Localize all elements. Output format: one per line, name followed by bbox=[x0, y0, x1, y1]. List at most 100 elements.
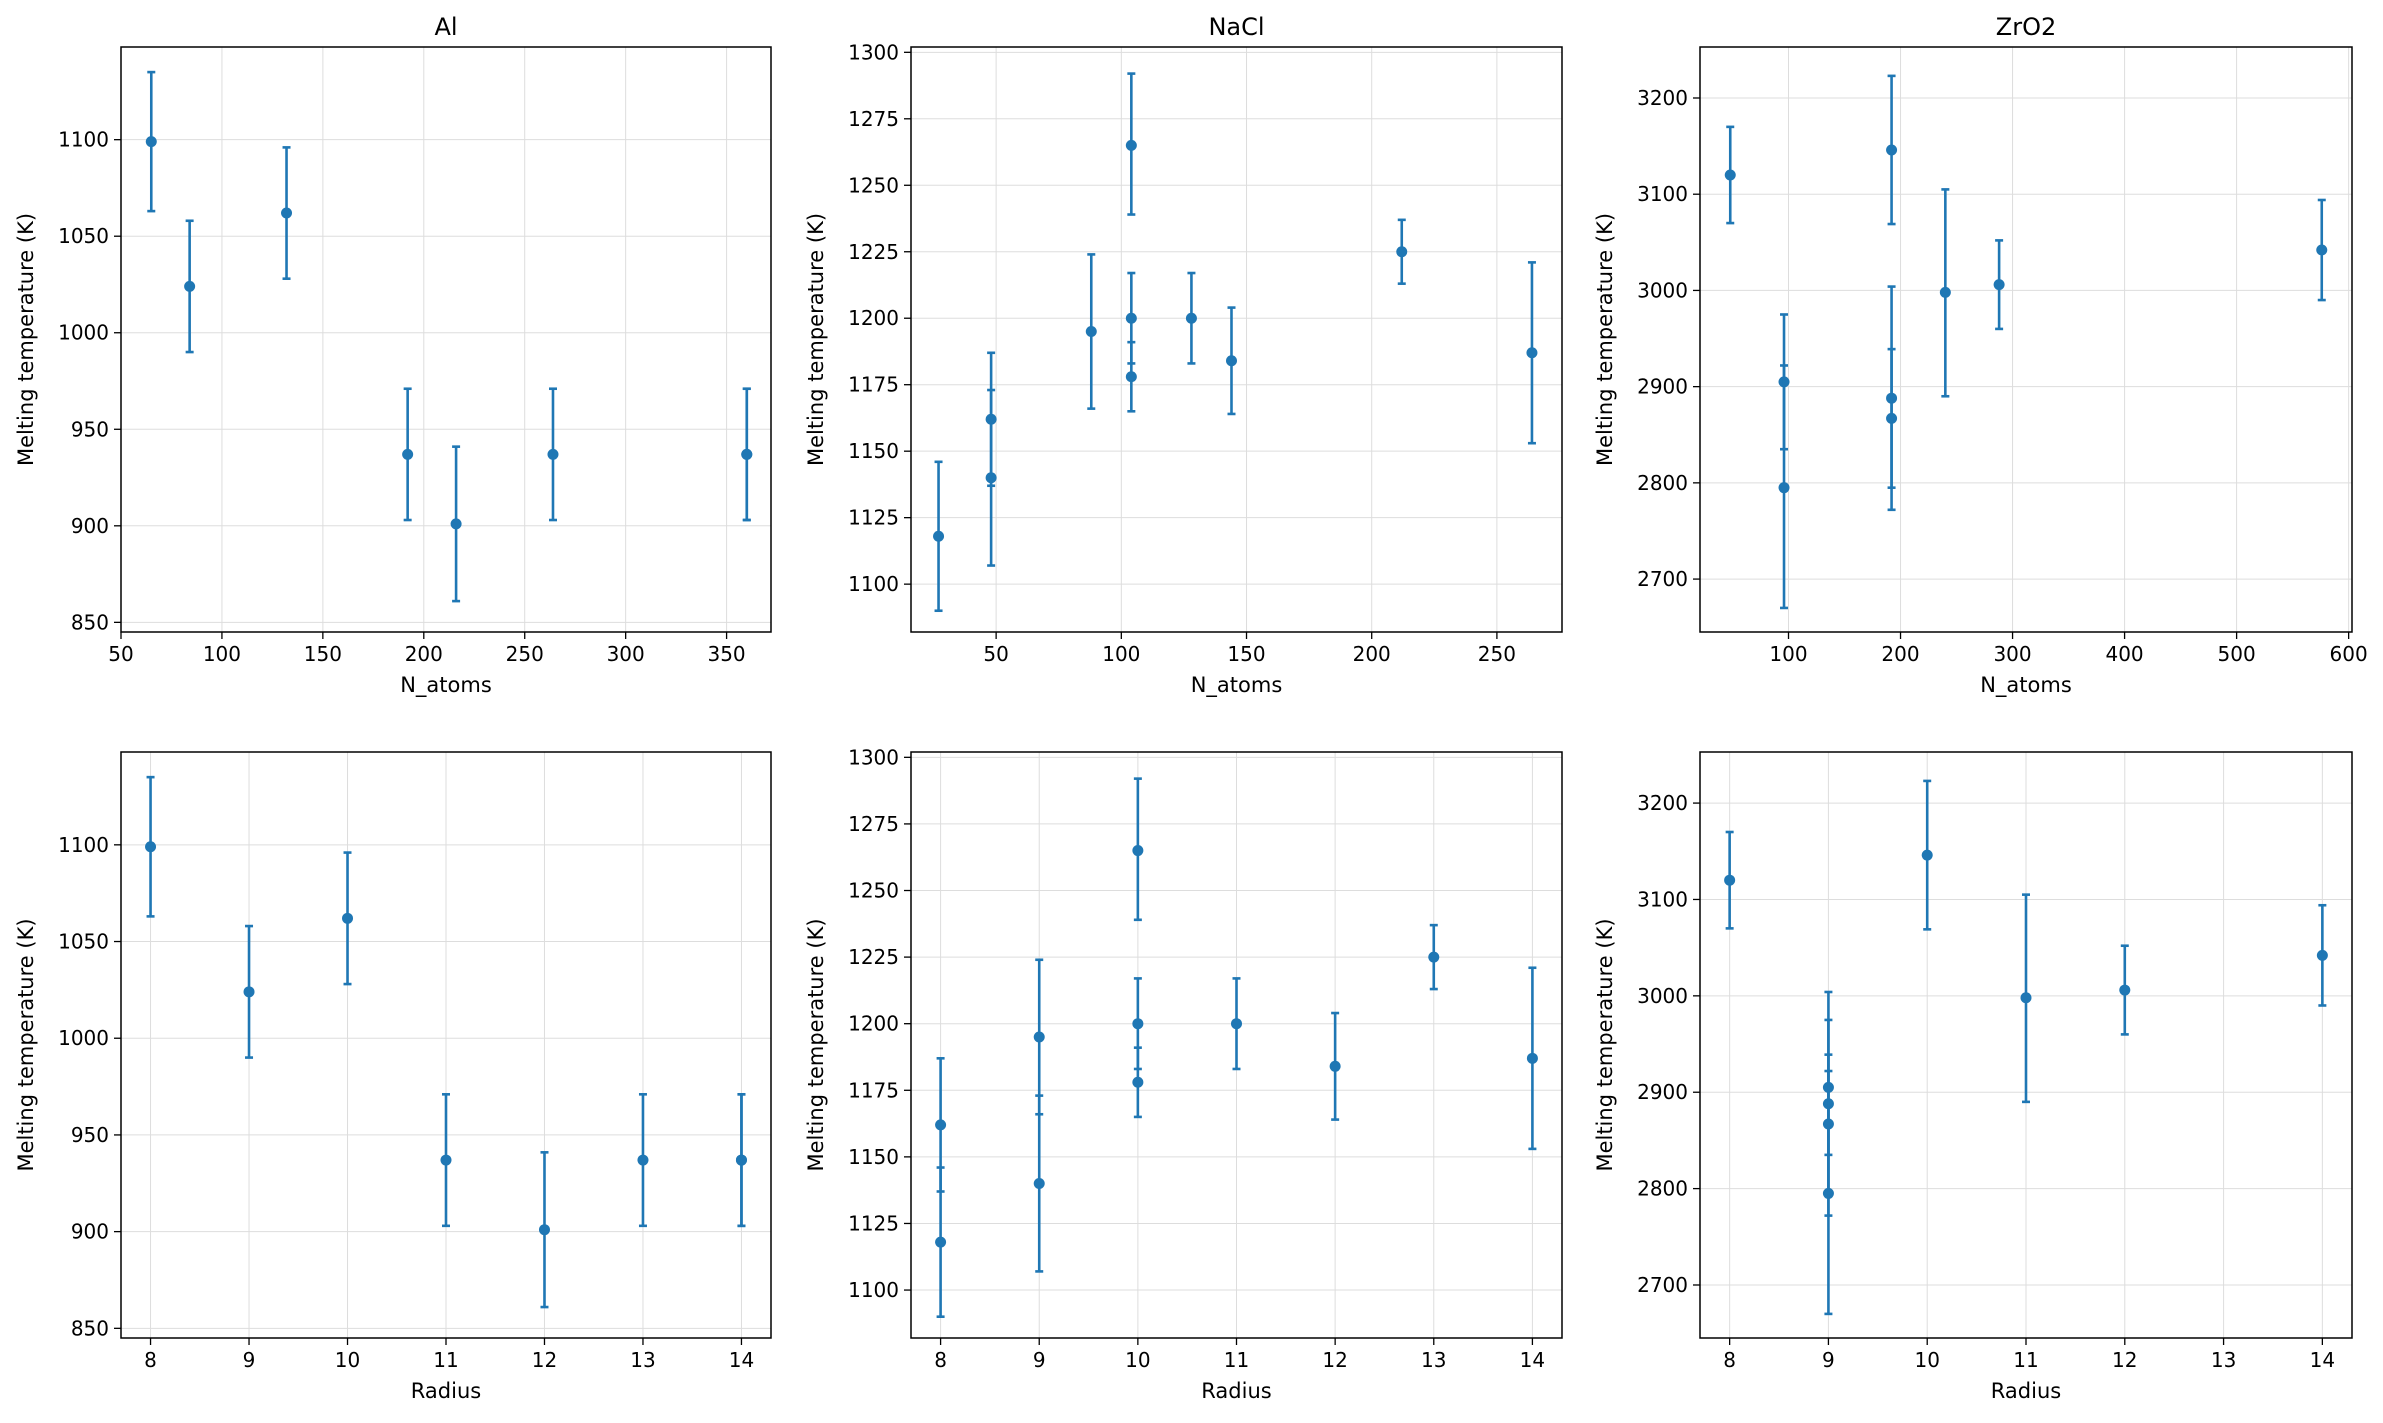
y-tick-label: 3000 bbox=[1637, 278, 1688, 302]
y-tick-label: 1225 bbox=[848, 945, 899, 969]
point-marker bbox=[450, 518, 462, 530]
chart-title: NaCl bbox=[1208, 13, 1264, 41]
data-point bbox=[1886, 347, 1898, 489]
y-tick-label: 1200 bbox=[848, 306, 899, 330]
y-tick-label: 1150 bbox=[848, 1145, 899, 1169]
data-point bbox=[1225, 306, 1237, 416]
point-marker bbox=[1724, 169, 1736, 181]
data-point bbox=[1428, 923, 1440, 991]
data-point bbox=[1724, 125, 1736, 225]
y-axis-label: Melting temperature (K) bbox=[14, 213, 38, 466]
point-marker bbox=[402, 448, 414, 460]
x-tick-label: 400 bbox=[2105, 642, 2143, 666]
point-marker bbox=[1428, 951, 1440, 963]
data-point bbox=[1778, 364, 1790, 610]
y-tick-label: 1175 bbox=[848, 373, 899, 397]
data-point bbox=[1886, 74, 1898, 226]
y-axis-label: Melting temperature (K) bbox=[1593, 918, 1617, 1171]
data-point bbox=[741, 387, 753, 522]
y-tick-label: 2900 bbox=[1637, 375, 1688, 399]
axes-frame bbox=[1699, 751, 2353, 1339]
data-point bbox=[281, 146, 293, 280]
y-axis-label: Melting temperature (K) bbox=[804, 213, 828, 466]
point-marker bbox=[547, 448, 559, 460]
point-marker bbox=[637, 1154, 649, 1166]
y-tick-label: 1300 bbox=[848, 745, 899, 769]
point-marker bbox=[1033, 1178, 1045, 1190]
axes-frame bbox=[120, 46, 772, 633]
data-point bbox=[243, 924, 255, 1059]
data-point bbox=[440, 1093, 452, 1228]
y-tick-label: 1100 bbox=[848, 572, 899, 596]
data-point bbox=[2020, 893, 2032, 1104]
point-marker bbox=[1132, 1018, 1144, 1030]
point-marker bbox=[1526, 1052, 1538, 1064]
y-tick-label: 900 bbox=[71, 1220, 109, 1244]
y-tick-label: 1000 bbox=[58, 1026, 109, 1050]
y-tick-label: 950 bbox=[71, 417, 109, 441]
point-marker bbox=[243, 986, 255, 998]
data-point bbox=[637, 1093, 649, 1228]
x-axis-label: N_atoms bbox=[1980, 673, 2072, 698]
y-tick-label: 1250 bbox=[848, 173, 899, 197]
point-marker bbox=[538, 1224, 550, 1236]
point-marker bbox=[741, 448, 753, 460]
chart-panel-3: 100 200 300 400 500 600 2700 2800 2900 3000 3100 32… bbox=[1593, 13, 2368, 698]
x-tick-label: 9 bbox=[243, 1348, 256, 1372]
x-tick-label: 600 bbox=[2330, 642, 2368, 666]
x-tick-label: 100 bbox=[1769, 642, 1807, 666]
x-tick-label: 200 bbox=[405, 642, 443, 666]
y-tick-label: 3100 bbox=[1637, 887, 1688, 911]
data-point bbox=[402, 387, 414, 522]
y-tick-label: 850 bbox=[71, 610, 109, 634]
x-tick-label: 250 bbox=[506, 642, 544, 666]
x-tick-label: 12 bbox=[2112, 1348, 2137, 1372]
axes-frame bbox=[910, 46, 1563, 633]
point-marker bbox=[1225, 355, 1237, 367]
y-axis-label: Melting temperature (K) bbox=[14, 918, 38, 1171]
y-tick-label: 3100 bbox=[1637, 182, 1688, 206]
point-marker bbox=[1993, 279, 2005, 291]
data-point bbox=[985, 351, 997, 488]
y-tick-label: 2800 bbox=[1637, 1177, 1688, 1201]
point-marker bbox=[1724, 874, 1736, 886]
point-marker bbox=[1125, 371, 1137, 383]
point-marker bbox=[2316, 949, 2328, 961]
y-tick-label: 3200 bbox=[1637, 86, 1688, 110]
x-tick-label: 14 bbox=[729, 1348, 754, 1372]
data-point bbox=[1526, 261, 1538, 445]
point-marker bbox=[1231, 1018, 1242, 1030]
x-tick-label: 250 bbox=[1478, 642, 1516, 666]
x-tick-label: 9 bbox=[1033, 1348, 1046, 1372]
x-tick-label: 50 bbox=[108, 642, 133, 666]
x-tick-label: 12 bbox=[532, 1348, 557, 1372]
data-point bbox=[1939, 188, 1951, 398]
data-point bbox=[547, 387, 559, 522]
chart-title: ZrO2 bbox=[1996, 13, 2056, 41]
x-axis-label: Radius bbox=[1201, 1379, 1271, 1403]
x-axis-label: N_atoms bbox=[1191, 673, 1283, 698]
x-tick-label: 14 bbox=[2310, 1348, 2335, 1372]
x-tick-label: 13 bbox=[630, 1348, 655, 1372]
x-tick-label: 13 bbox=[1421, 1348, 1446, 1372]
point-marker bbox=[1132, 1076, 1144, 1088]
data-point bbox=[450, 445, 462, 603]
data-point bbox=[1085, 253, 1097, 410]
y-tick-label: 2900 bbox=[1637, 1080, 1688, 1104]
x-axis-label: N_atoms bbox=[400, 673, 492, 698]
data-point bbox=[342, 851, 354, 986]
x-tick-label: 13 bbox=[2211, 1348, 2236, 1372]
data-point bbox=[2119, 944, 2131, 1036]
x-tick-label: 500 bbox=[2218, 642, 2256, 666]
chart-panel-5: 8 9 10 11 12 13 14 1100 1125 1150 1175 1200 1225 1250… bbox=[804, 745, 1563, 1403]
x-tick-label: 200 bbox=[1881, 642, 1919, 666]
y-tick-label: 850 bbox=[71, 1316, 109, 1340]
y-tick-label: 1150 bbox=[848, 439, 899, 463]
data-point bbox=[145, 775, 157, 918]
data-point bbox=[1822, 1053, 1834, 1195]
chart-panel-2: 50 100 150 200 250 1100 1125 1150 1175 1200 1225 12… bbox=[804, 13, 1563, 698]
y-tick-label: 1200 bbox=[848, 1012, 899, 1036]
point-marker bbox=[2316, 244, 2328, 256]
x-tick-label: 150 bbox=[304, 642, 342, 666]
point-marker bbox=[1329, 1060, 1341, 1072]
